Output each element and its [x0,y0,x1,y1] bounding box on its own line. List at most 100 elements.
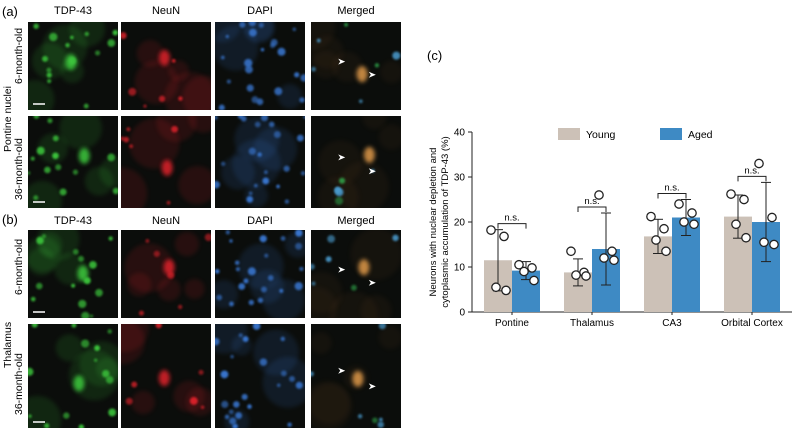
panel-a-age-label-young: 6-month-old [13,28,25,84]
micrograph-a-row1-tdp-43 [28,22,118,110]
y-tick-label: 40 [454,128,466,139]
data-point-ca3-aged [674,199,684,209]
x-tick-label-pontine: Pontine [495,318,529,329]
panel-b-letter: (b) [2,212,18,227]
column-header-neun: NeuN [152,5,180,17]
data-point-thalamus-aged [599,253,609,263]
data-point-ca3-young [651,235,661,245]
data-point-pontine-aged [519,266,529,277]
micrograph-b-row1-dapi [215,230,305,318]
arrowhead-marker [368,168,376,175]
data-point-pontine-aged [514,259,524,270]
y-tick-label: 20 [454,218,466,229]
micrograph-a-row2-tdp-43 [28,116,118,208]
arrowhead-marker [338,154,346,161]
micrograph-a-row2-merged [311,116,401,208]
data-point-thalamus-young [571,270,581,280]
data-point-pontine-aged [527,263,537,273]
legend-label-aged: Aged [688,129,713,141]
significance-bracket-ca3: n.s. [657,183,687,199]
data-point-ca3-aged [689,219,699,230]
micrograph-a-row2-neun [121,116,211,208]
column-header-merged: Merged [337,215,374,227]
panel-b-micrographs [28,230,401,428]
panel-b-age-label-young: 6-month-old [13,239,25,295]
data-point-orbital-cortex-young [731,219,741,230]
data-point-pontine-young [486,225,496,235]
panel-a-column-headers: TDP-43 NeuN DAPI Merged [54,5,375,17]
significance-label: n.s. [744,165,759,176]
data-point-thalamus-young [566,246,576,257]
y-axis-label-line1: Neurons with nuclear depletion and [428,148,439,297]
data-point-orbital-cortex-young [739,194,749,205]
data-point-pontine-young [499,231,509,242]
x-tick-label-ca3: CA3 [662,318,682,329]
arrowhead-marker [368,279,376,286]
y-tick-label: 0 [459,308,465,319]
column-header-dapi: DAPI [247,215,273,227]
data-point-pontine-young [501,285,511,296]
error-bar-thalamus-aged [601,212,611,286]
x-tick-label-thalamus: Thalamus [570,318,614,329]
data-point-ca3-aged [679,217,689,227]
data-point-orbital-cortex-aged [769,239,779,250]
data-point-pontine-young [491,282,501,293]
y-tick-label: 30 [454,173,466,184]
panel-b-age-label-old: 36-month-old [13,353,25,415]
bar-chart: 0 10 20 30 40 Neurons with nuclear depletion … [428,128,792,329]
column-header-merged: Merged [337,5,374,17]
panel-b-column-headers: TDP-43 NeuN DAPI Merged [54,215,375,227]
micrograph-a-row1-dapi [215,22,305,110]
panel-a-micrographs [28,22,401,208]
legend-swatch-aged [660,128,682,140]
micrograph-b-row2-dapi [215,324,305,428]
legend-swatch-young [558,128,580,140]
panel-a-age-label-old: 36-month-old [13,138,25,200]
arrowhead-marker [368,71,376,78]
significance-bracket-thalamus: n.s. [577,196,607,212]
micrograph-b-row2-tdp-43 [28,324,118,428]
data-point-ca3-young [661,246,671,257]
data-point-ca3-aged [687,208,697,218]
column-header-dapi: DAPI [247,5,273,17]
micrograph-b-row2-neun [121,324,211,428]
error-bar-ca3-aged [681,199,691,236]
legend-label-young: Young [586,129,616,141]
data-point-thalamus-aged [594,190,604,200]
panel-b-region-label: Thalamus [2,322,14,368]
data-point-ca3-young [646,211,656,222]
panel-a-region-label: Pontine nuclei [2,86,14,152]
micrograph-a-row1-merged [311,22,401,110]
arrowhead-marker [338,367,346,374]
micrograph-b-row2-merged [311,324,401,428]
data-point-ca3-young [659,223,669,234]
column-header-tdp-43: TDP-43 [54,215,92,227]
micrograph-b-row1-merged [311,230,401,318]
legend: Young Aged [558,128,713,141]
micrograph-b-row1-tdp-43 [28,230,118,318]
y-tick-label: 10 [454,263,466,274]
error-bar-orbital-cortex-aged [761,181,771,263]
micrograph-a-row1-neun [121,22,211,110]
x-tick-label-orbital-cortex: Orbital Cortex [721,318,783,329]
micrograph-a-row2-dapi [215,116,305,208]
data-point-orbital-cortex-young [726,189,736,199]
significance-label: n.s. [504,213,519,224]
micrograph-b-row1-neun [121,230,211,318]
significance-label: n.s. [584,196,599,207]
column-header-tdp-43: TDP-43 [54,5,92,17]
data-point-pontine-aged [529,275,539,286]
arrowhead-marker [338,266,346,273]
panel-a-letter: (a) [2,4,18,19]
data-point-thalamus-aged [609,255,619,266]
data-point-orbital-cortex-aged [759,237,769,248]
data-point-thalamus-young [581,271,591,281]
y-axis-label-line2: cytoplasmic accumulation of TDP-43 (%) [440,136,451,307]
significance-bracket-pontine: n.s. [497,213,527,229]
data-point-thalamus-aged [607,246,617,257]
panel-c-letter: (c) [427,48,442,63]
data-point-orbital-cortex-aged [767,212,777,223]
arrowhead-marker [338,58,346,65]
significance-label: n.s. [664,183,679,194]
